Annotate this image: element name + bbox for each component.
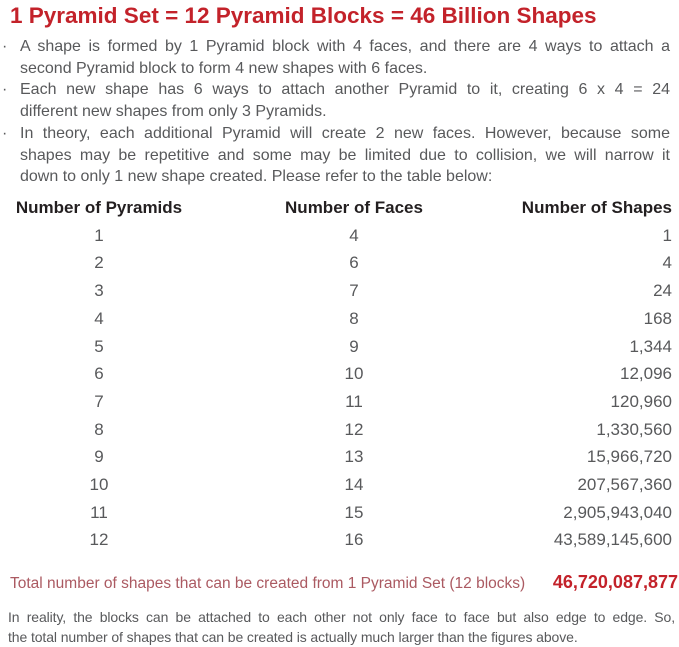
faces-cell: 16 bbox=[344, 530, 364, 550]
bullet-dot-icon: · bbox=[2, 38, 8, 55]
table-row: 3 7 24 bbox=[10, 277, 672, 305]
bullet-item-2: · Each new shape has 6 ways to attach an… bbox=[2, 79, 670, 122]
table-row: 7 11 120,960 bbox=[10, 388, 672, 416]
total-row: Total number of shapes that can be creat… bbox=[10, 572, 678, 593]
shapes-table: Number of Pyramids Number of Faces Numbe… bbox=[10, 194, 672, 554]
col-header-shapes: Number of Shapes bbox=[521, 197, 672, 217]
bullet-line: A shape is formed by 1 Pyramid block wit… bbox=[20, 38, 670, 55]
faces-cell: 8 bbox=[349, 308, 359, 328]
page-title: 1 Pyramid Set = 12 Pyramid Blocks = 46 B… bbox=[10, 3, 597, 28]
footer-line: the total number of shapes that can be c… bbox=[8, 629, 578, 646]
faces-cell: 13 bbox=[344, 447, 364, 467]
pyramids-cell: 8 bbox=[94, 419, 104, 439]
faces-cell: 10 bbox=[344, 364, 364, 384]
shapes-cell: 24 bbox=[653, 281, 672, 301]
bullet-text: Each new shape has 6 ways to attach anot… bbox=[20, 79, 670, 122]
shapes-cell: 1 bbox=[662, 225, 672, 245]
table-row: 9 13 15,966,720 bbox=[10, 443, 672, 471]
table-row: 5 9 1,344 bbox=[10, 333, 672, 361]
col-header-pyramids: Number of Pyramids bbox=[15, 197, 183, 217]
shapes-cell: 1,330,560 bbox=[596, 419, 672, 439]
pyramids-cell: 1 bbox=[94, 225, 104, 245]
table-header-row: Number of Pyramids Number of Faces Numbe… bbox=[10, 194, 672, 222]
shapes-cell: 15,966,720 bbox=[586, 447, 672, 467]
faces-cell: 9 bbox=[349, 336, 359, 356]
bullet-dot-icon: · bbox=[2, 81, 8, 99]
pyramids-cell: 4 bbox=[94, 308, 104, 328]
bullet-line: different new shapes from only 3 Pyramid… bbox=[20, 103, 327, 121]
table-row: 6 10 12,096 bbox=[10, 360, 672, 388]
pyramids-cell: 10 bbox=[89, 474, 109, 494]
table-row: 2 6 4 bbox=[10, 250, 672, 278]
table-row: 11 15 2,905,943,040 bbox=[10, 499, 672, 527]
shapes-cell: 1,344 bbox=[629, 336, 672, 356]
intro-bullets: · A shape is formed by 1 Pyramid block w… bbox=[2, 36, 670, 188]
shapes-cell: 207,567,360 bbox=[577, 474, 672, 494]
bullet-text: In theory, each additional Pyramid will … bbox=[20, 123, 670, 188]
table-row: 1 4 1 bbox=[10, 222, 672, 250]
shapes-cell: 43,589,145,600 bbox=[553, 530, 672, 550]
faces-cell: 6 bbox=[349, 253, 359, 273]
bullet-line: shapes may be repetitive and some may be… bbox=[20, 146, 670, 164]
table-row: 8 12 1,330,560 bbox=[10, 416, 672, 444]
shapes-cell: 12,096 bbox=[620, 364, 672, 384]
pyramids-cell: 12 bbox=[89, 530, 109, 550]
bullet-dot-icon: · bbox=[2, 124, 8, 142]
bullet-line: Each new shape has 6 ways to attach anot… bbox=[20, 81, 670, 99]
faces-cell: 15 bbox=[344, 502, 364, 522]
col-header-faces: Number of Faces bbox=[285, 197, 423, 217]
shapes-cell: 4 bbox=[662, 253, 672, 273]
faces-cell: 11 bbox=[345, 391, 363, 411]
pyramids-cell: 3 bbox=[94, 281, 104, 301]
bullet-line: second Pyramid block to form 4 new shape… bbox=[20, 59, 428, 77]
shapes-cell: 2,905,943,040 bbox=[563, 502, 672, 522]
pyramids-cell: 11 bbox=[90, 502, 108, 522]
bullet-line: down to only 1 new shape created. Please… bbox=[20, 168, 493, 186]
total-label: Total number of shapes that can be creat… bbox=[10, 575, 526, 593]
faces-cell: 4 bbox=[349, 225, 359, 245]
bullet-text: A shape is formed by 1 Pyramid block wit… bbox=[20, 36, 670, 79]
pyramids-cell: 6 bbox=[94, 364, 104, 384]
pyramids-cell: 2 bbox=[94, 253, 104, 273]
footer-note: In reality, the blocks can be attached t… bbox=[8, 607, 675, 647]
footer-line: In reality, the blocks can be attached t… bbox=[8, 609, 675, 626]
pyramids-cell: 7 bbox=[94, 391, 104, 411]
table-row: 10 14 207,567,360 bbox=[10, 471, 672, 499]
bullet-line: In theory, each additional Pyramid will … bbox=[20, 124, 670, 142]
bullet-item-3: · In theory, each additional Pyramid wil… bbox=[2, 123, 670, 188]
faces-cell: 14 bbox=[344, 474, 364, 494]
table-row: 12 16 43,589,145,600 bbox=[10, 526, 672, 554]
pyramids-cell: 9 bbox=[94, 447, 104, 467]
shapes-cell: 168 bbox=[643, 308, 672, 328]
table-row: 4 8 168 bbox=[10, 305, 672, 333]
shapes-cell: 120,960 bbox=[610, 391, 672, 411]
faces-cell: 12 bbox=[344, 419, 364, 439]
total-value: 46,720,087,877 bbox=[552, 572, 678, 593]
bullet-item-1: · A shape is formed by 1 Pyramid block w… bbox=[2, 36, 670, 79]
pyramids-cell: 5 bbox=[94, 336, 104, 356]
faces-cell: 7 bbox=[349, 281, 359, 301]
